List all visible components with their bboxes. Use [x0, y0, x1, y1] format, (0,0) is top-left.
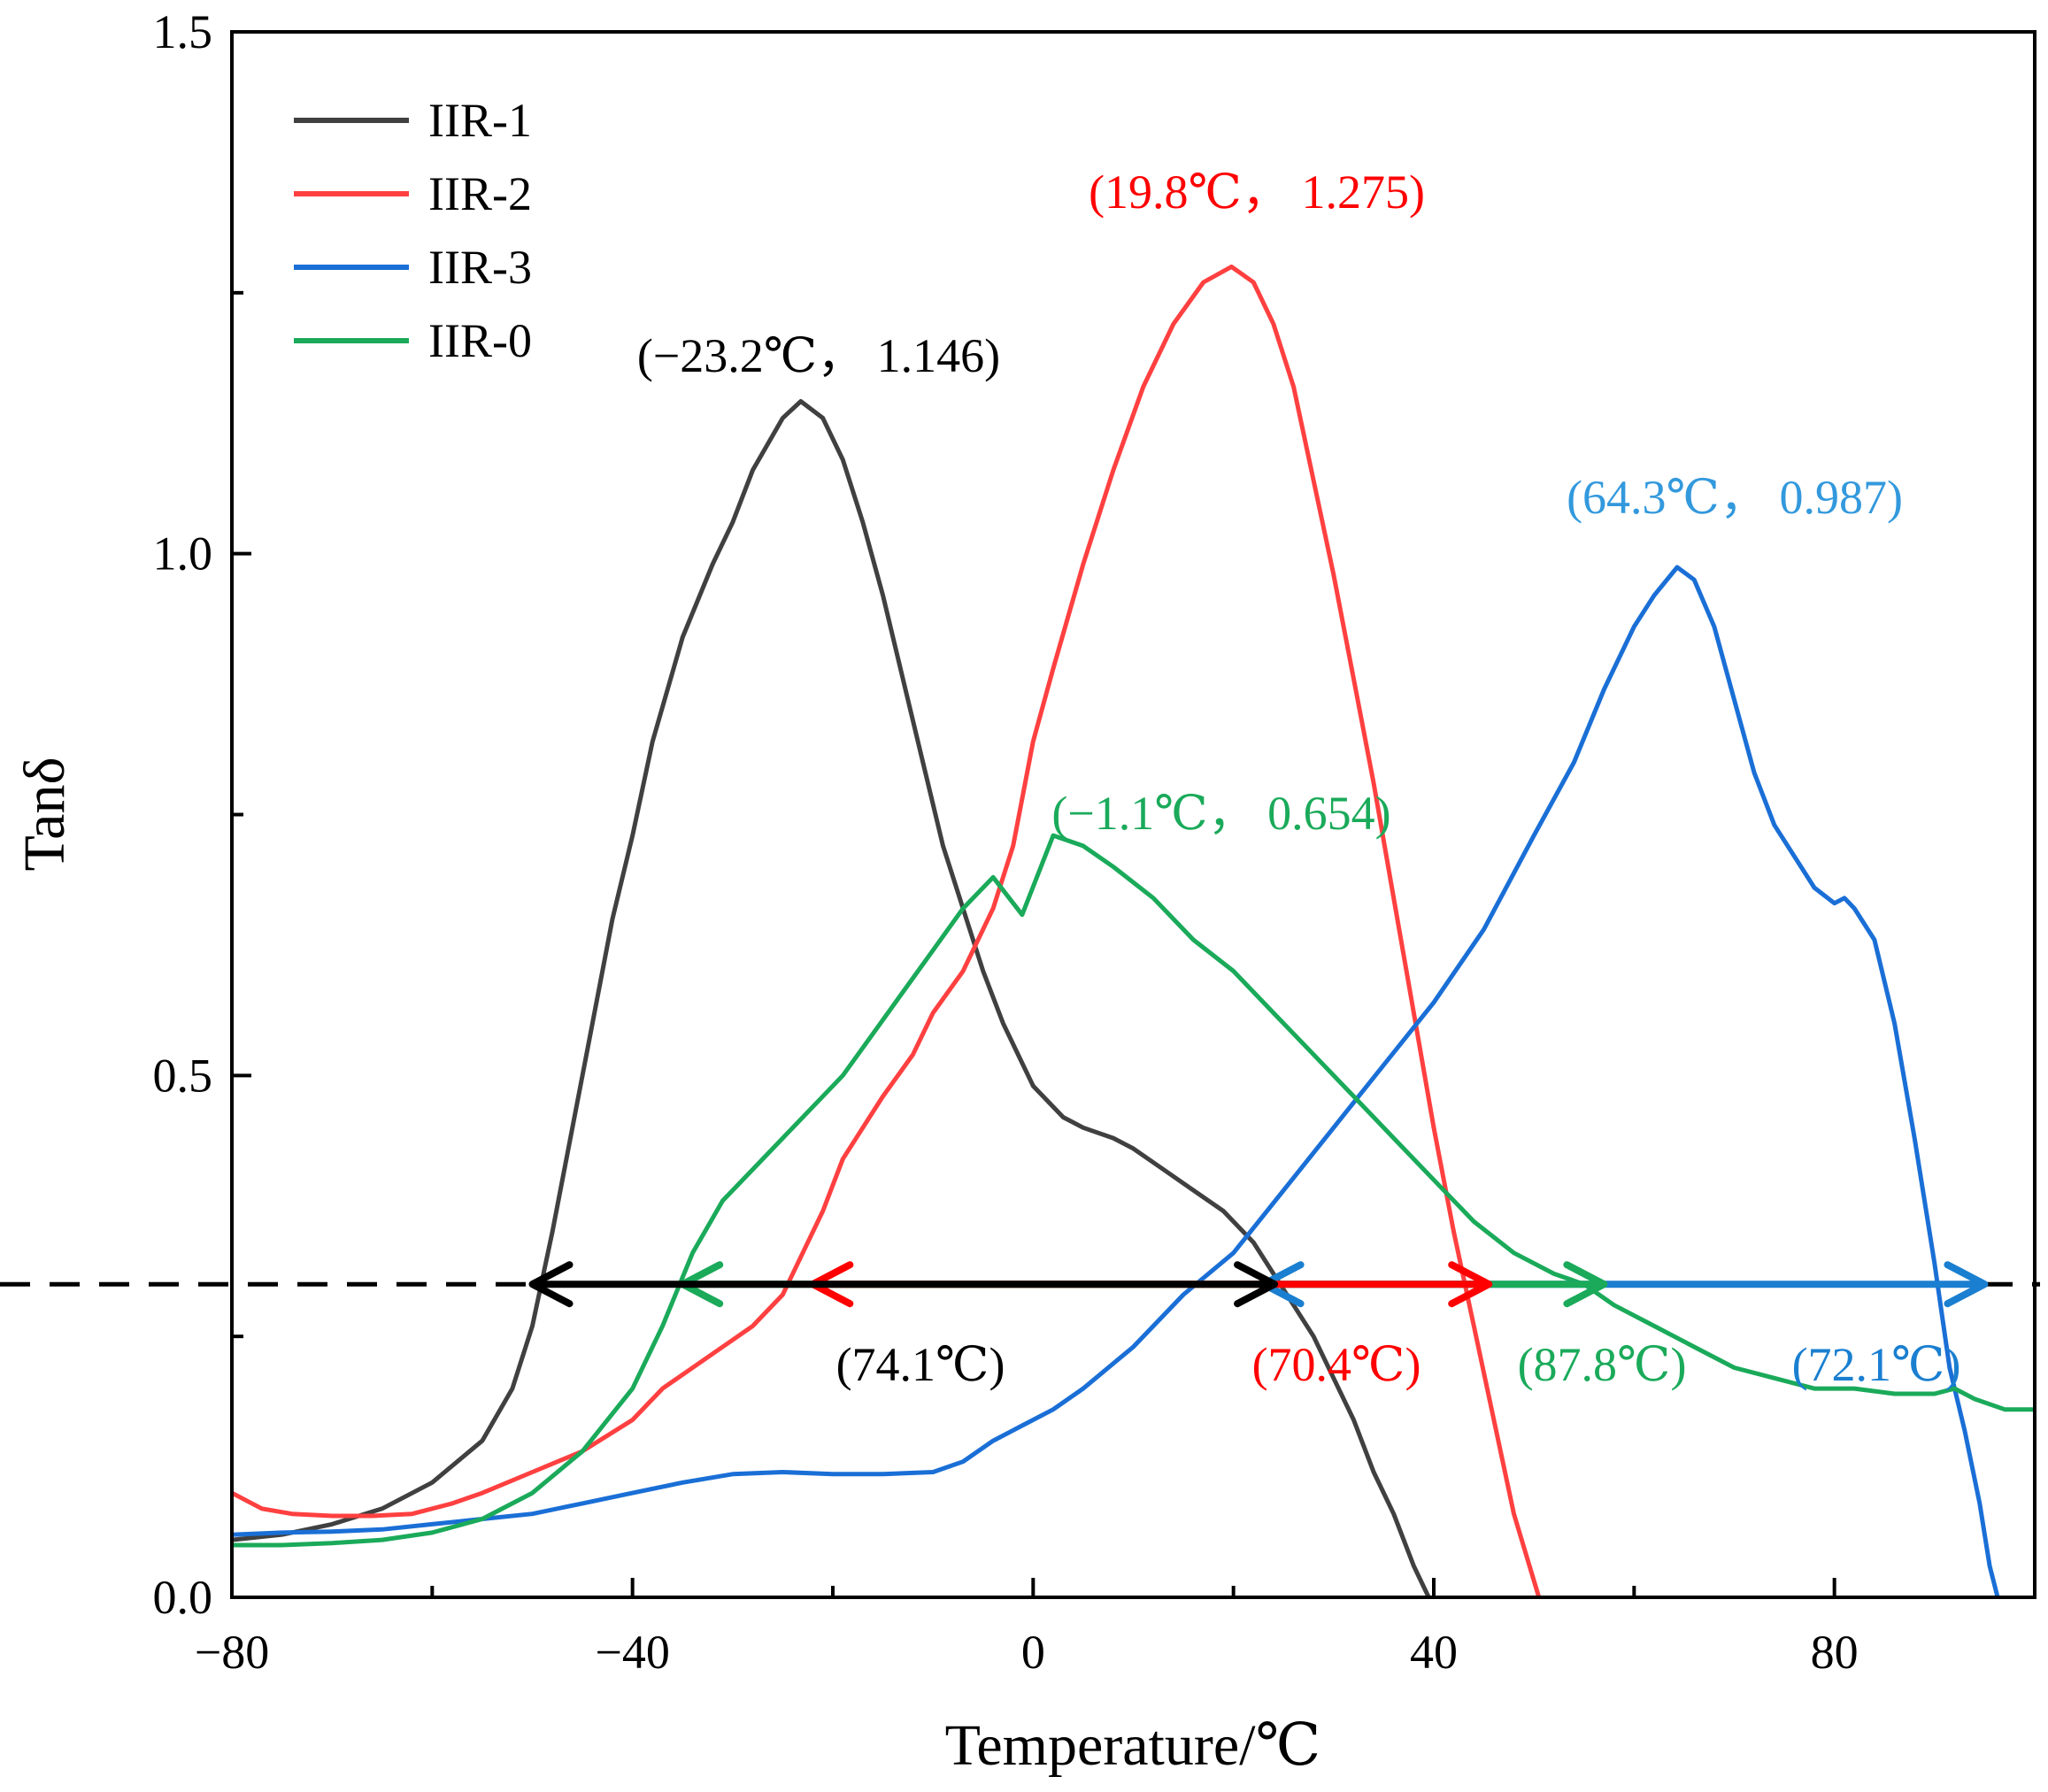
series-line-iir-3 — [232, 565, 2000, 1597]
y-tick-label: 0.5 — [153, 1049, 213, 1102]
peak-annotation-iir-0: (−1.1℃， 0.654) — [1051, 787, 1390, 840]
x-tick-label: −80 — [195, 1626, 269, 1679]
x-tick-label: 80 — [1811, 1626, 1859, 1679]
x-tick-label: 0 — [1021, 1626, 1045, 1679]
range-arrow-right-head-iir-2 — [1448, 1261, 1493, 1308]
x-tick-label: 40 — [1410, 1626, 1458, 1679]
range-label-iir-2: (70.4℃) — [1252, 1338, 1421, 1391]
peak-annotation-iir-2: (19.8℃， 1.275) — [1089, 165, 1425, 219]
range-label-iir-1: (74.1℃) — [836, 1338, 1005, 1391]
legend-label-iir-1: IIR-1 — [428, 94, 532, 147]
range-arrow-right-head-iir-3 — [1944, 1261, 1989, 1308]
legend-label-iir-2: IIR-2 — [428, 167, 532, 220]
range-arrow-left-head-iir-1 — [528, 1261, 574, 1308]
legend: IIR-1 IIR-2 IIR-3 IIR-0 — [294, 94, 532, 367]
range-label-iir-0: (87.8℃) — [1518, 1338, 1687, 1391]
y-tick-label: 1.0 — [153, 527, 213, 581]
legend-label-iir-0: IIR-0 — [428, 314, 532, 367]
series-line-iir-0 — [232, 833, 2035, 1548]
x-axis-title: Temperature/℃ — [945, 1713, 1321, 1778]
series-line-iir-2 — [232, 264, 1542, 1597]
range-arrow-right-head-iir-1 — [1234, 1261, 1279, 1308]
range-label-iir-3: (72.1℃) — [1792, 1338, 1961, 1391]
x-tick-label: −40 — [595, 1626, 669, 1679]
series-line-iir-1 — [232, 399, 1431, 1597]
y-tick-label: 1.5 — [153, 5, 213, 58]
legend-label-iir-3: IIR-3 — [428, 241, 532, 294]
peak-annotation-iir-3: (64.3℃， 0.987) — [1567, 471, 1903, 524]
y-axis-title: Tanδ — [12, 757, 77, 871]
peak-annotation-iir-1: (−23.2℃， 1.146) — [637, 329, 1000, 382]
range-arrow-right-head-iir-0 — [1563, 1261, 1608, 1308]
y-tick-label: 0.0 — [153, 1571, 213, 1624]
